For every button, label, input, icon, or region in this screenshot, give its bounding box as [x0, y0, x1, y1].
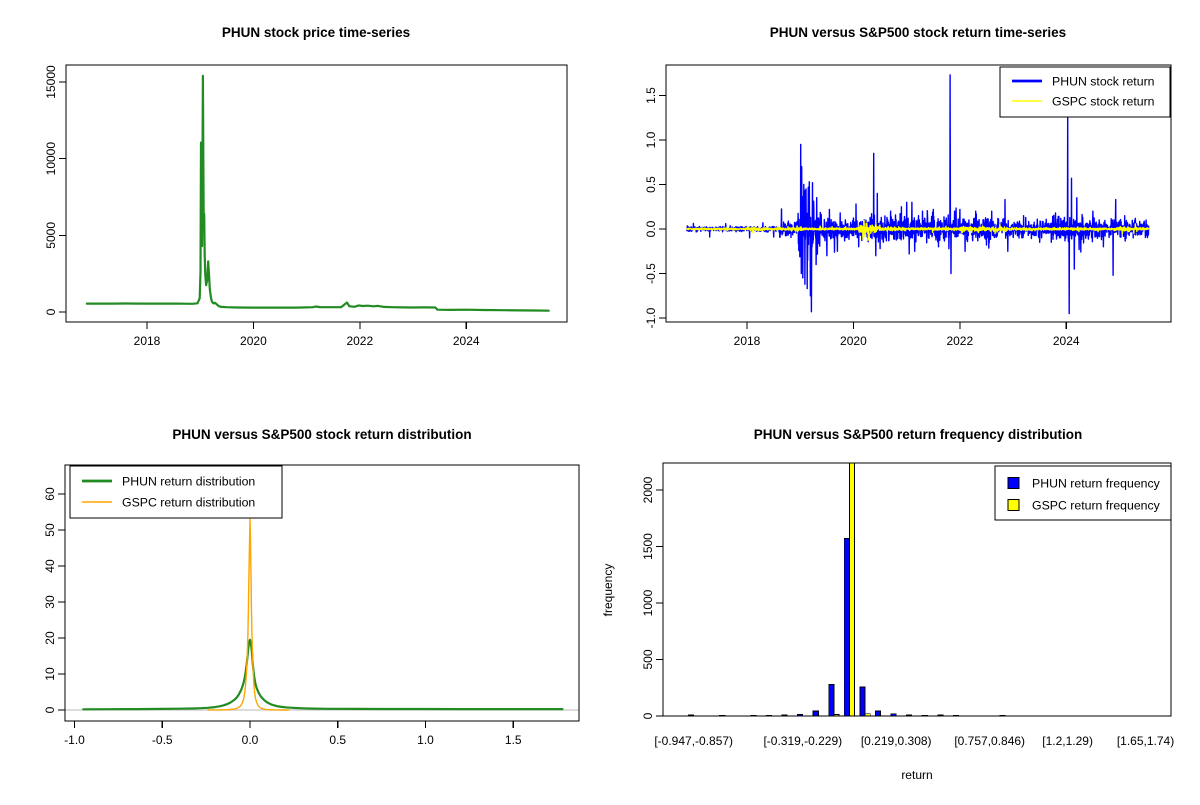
x-bin-label: [1.2,1.29)	[1042, 734, 1093, 748]
phun-frequency-bar	[844, 539, 849, 716]
y-axis-label: frequency	[601, 564, 615, 617]
y-tick-label: 1.0	[644, 131, 658, 148]
x-bin-label: [0.219,0.308)	[861, 734, 932, 748]
phun-density-curve	[83, 640, 562, 710]
y-tick-label: 15000	[44, 65, 58, 99]
y-tick-label: 0.5	[644, 176, 658, 193]
x-tick-label: 1.5	[505, 733, 522, 747]
chart-title: PHUN versus S&P500 stock return distribu…	[172, 427, 471, 442]
gspc-frequency-bar	[849, 463, 854, 716]
x-tick-label: -0.5	[152, 733, 173, 747]
panel-price: 2018 2020 2022 2024 0 5000 10000 15000 PHUN stoc…	[44, 25, 567, 348]
legend: PHUN return distribution GSPC return dist…	[70, 466, 282, 518]
chart-title: PHUN versus S&P500 stock return time-ser…	[770, 25, 1066, 40]
x-tick-label: 0.0	[242, 733, 259, 747]
legend-square-sample	[1008, 478, 1019, 489]
chart-title: PHUN stock price time-series	[222, 25, 410, 40]
x-bin-label: [1.65,1.74)	[1117, 734, 1174, 748]
x-tick-label: 1.0	[417, 733, 434, 747]
x-bin-label: [0.757,0.846)	[954, 734, 1025, 748]
legend: PHUN stock return GSPC stock return	[1000, 67, 1170, 117]
x-bin-label: [-0.319,-0.229)	[763, 734, 842, 748]
y-tick-label: -0.5	[644, 263, 658, 284]
x-bin-label: [-0.947,-0.857)	[654, 734, 733, 748]
legend-label: GSPC return distribution	[122, 495, 255, 509]
y-tick-label: 60	[43, 487, 57, 501]
y-tick-label: 10000	[44, 142, 58, 176]
y-tick-label: 500	[641, 649, 655, 669]
panel-density: -1.0 -0.5 0.0 0.5 1.0 1.5 0 10 20 30 40 50 60 PHUN ve…	[43, 427, 579, 747]
phun-frequency-bar	[829, 684, 834, 716]
panel-returns: 2018 2020 2022 2024 -1.0 -0.5 0.0 0.5 1.0 1.5 PHUN…	[644, 25, 1171, 348]
panel-histogram: [-0.947,-0.857) [-0.319,-0.229) [0.219,0.3…	[601, 427, 1174, 782]
y-tick-label: 30	[43, 595, 57, 609]
y-tick-label: 1000	[641, 589, 655, 616]
y-tick-label: 1.5	[644, 87, 658, 104]
y-tick-label: 0	[43, 706, 57, 713]
x-tick-label: 2020	[840, 334, 867, 348]
phun-frequency-bar	[813, 711, 818, 716]
legend-label: PHUN stock return	[1052, 74, 1155, 88]
x-tick-label: 2024	[1053, 334, 1080, 348]
x-tick-label: 2018	[734, 334, 761, 348]
y-tick-label: 50	[43, 523, 57, 537]
gspc-density-curve	[208, 519, 289, 710]
y-tick-label: 1500	[641, 533, 655, 560]
y-tick-label: 40	[43, 559, 57, 573]
y-tick-label: 0.0	[644, 220, 658, 237]
y-tick-label: 5000	[44, 222, 58, 249]
y-tick-label: -1.0	[644, 307, 658, 328]
x-tick-label: -1.0	[64, 733, 85, 747]
phun-frequency-bar	[860, 687, 865, 716]
plot-box	[66, 65, 567, 322]
phun-price-line	[87, 76, 549, 311]
legend-label: GSPC stock return	[1052, 94, 1155, 108]
y-tick-label: 20	[43, 631, 57, 645]
phun-frequency-bar	[875, 711, 880, 716]
legend-label: GSPC return frequency	[1032, 498, 1161, 512]
y-tick-label: 10	[43, 667, 57, 681]
x-tick-label: 2024	[453, 334, 480, 348]
x-axis-label: return	[901, 768, 932, 782]
x-tick-label: 2020	[240, 334, 267, 348]
chart-title: PHUN versus S&P500 return frequency dist…	[754, 427, 1083, 442]
x-tick-label: 2022	[946, 334, 973, 348]
y-tick-label: 0	[44, 308, 58, 315]
y-tick-label: 2000	[641, 476, 655, 503]
legend-square-sample	[1008, 500, 1019, 511]
legend: PHUN return frequency GSPC return frequen…	[995, 466, 1171, 520]
x-tick-label: 2018	[134, 334, 161, 348]
x-tick-label: 0.5	[329, 733, 346, 747]
y-tick-label: 0	[641, 712, 655, 719]
legend-label: PHUN return frequency	[1032, 476, 1161, 490]
x-tick-label: 2022	[346, 334, 373, 348]
legend-label: PHUN return distribution	[122, 474, 255, 488]
